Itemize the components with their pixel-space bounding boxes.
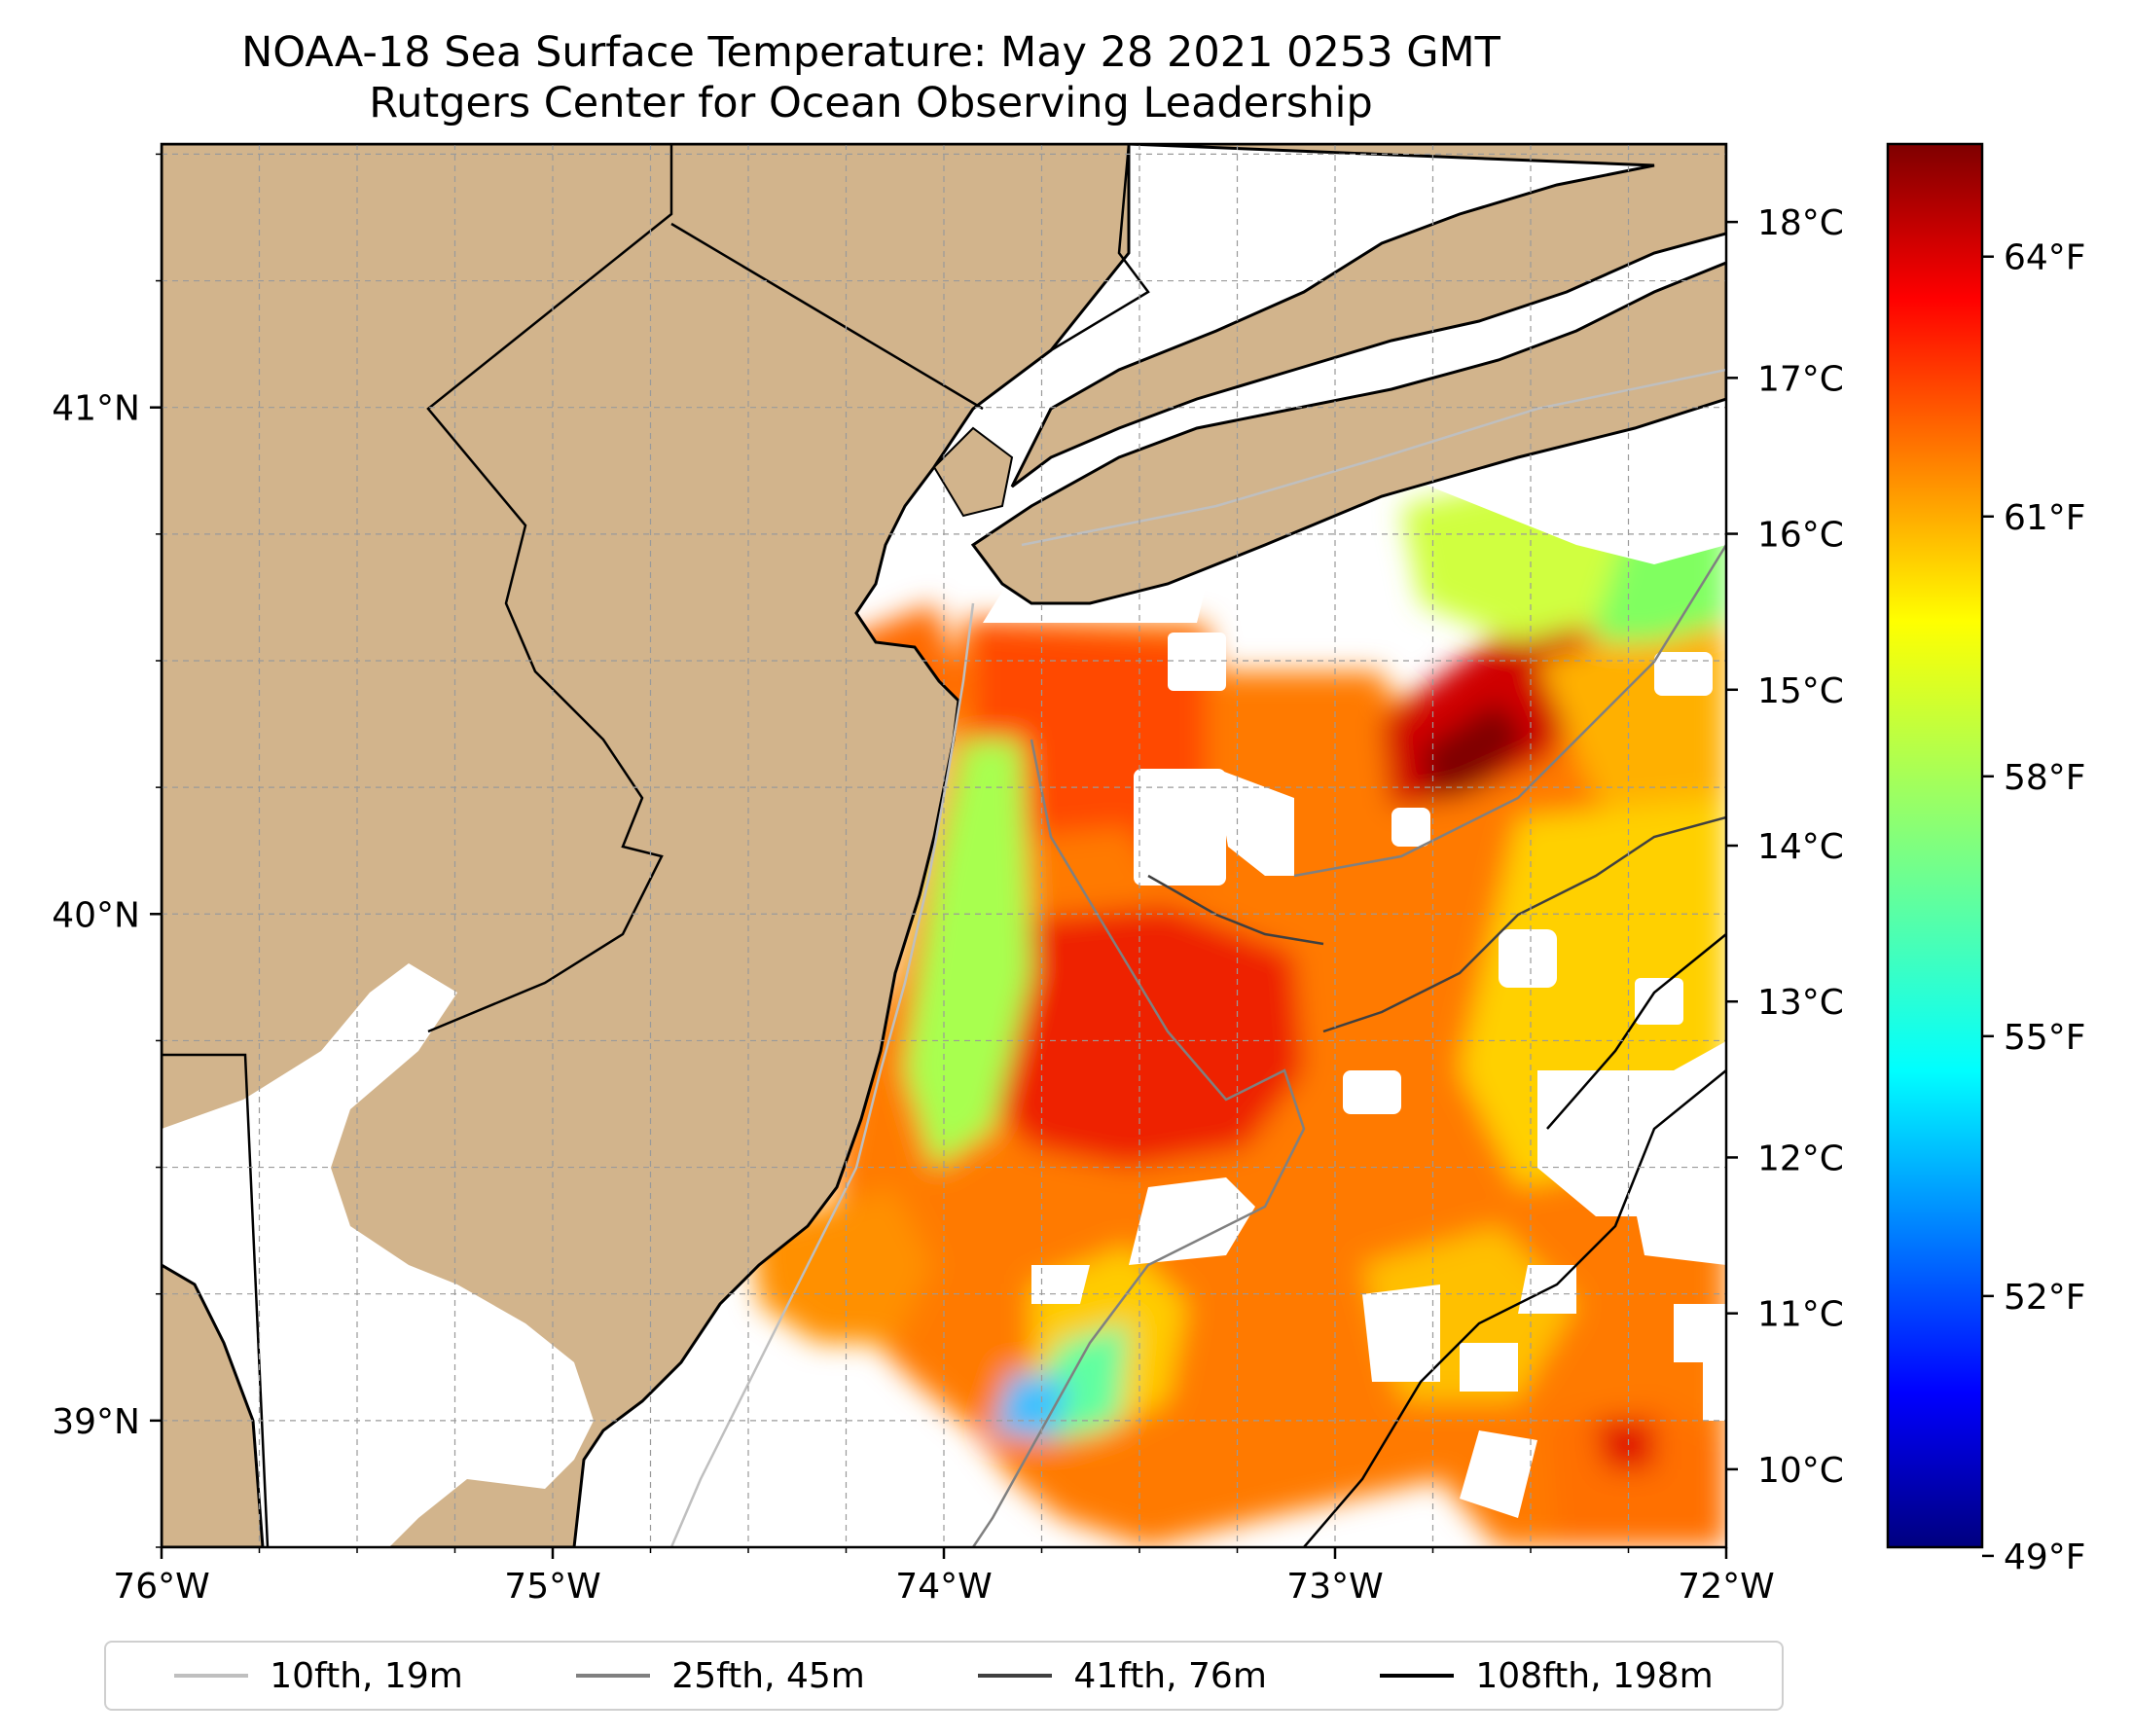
legend-label: 10fth, 19m — [270, 1655, 463, 1696]
map-area — [162, 144, 1726, 1547]
celsius-ticks: 18°C 17°C 16°C 15°C 14°C 13°C 12°C 11°C 10°C — [1726, 203, 1844, 1491]
legend-label: 108fth, 198m — [1475, 1655, 1714, 1696]
celsius-tick-label: 13°C — [1757, 983, 1844, 1023]
chart-title: NOAA-18 Sea Surface Temperature: May 28 … — [241, 28, 1500, 77]
celsius-tick-label: 12°C — [1757, 1139, 1844, 1178]
bathymetry-contours — [669, 368, 1726, 1547]
contour-legend: 10fth, 19m 25fth, 45m 41fth, 76m 108fth,… — [104, 1641, 1784, 1711]
lon-ticks: 76°W 75°W 74°W 73°W 72°W — [113, 1547, 1775, 1607]
lat-tick-label: 41°N — [52, 389, 140, 429]
legend-item-108fth: 108fth, 198m — [1380, 1655, 1714, 1696]
lon-tick-label: 73°W — [1286, 1567, 1383, 1607]
legend-label: 41fth, 76m — [1073, 1655, 1267, 1696]
chart-subtitle: Rutgers Center for Ocean Observing Leade… — [369, 79, 1373, 127]
legend-swatch — [978, 1674, 1053, 1678]
celsius-tick-label: 14°C — [1757, 827, 1844, 867]
lon-tick-label: 75°W — [504, 1567, 600, 1607]
celsius-tick-label: 16°C — [1757, 516, 1844, 556]
colorbar — [1886, 142, 1984, 1549]
contour-41fth — [1322, 815, 1726, 1033]
celsius-tick-label: 15°C — [1757, 671, 1844, 711]
celsius-tick-label: 18°C — [1757, 203, 1844, 243]
state-borders — [162, 144, 1150, 1547]
legend-label: 25fth, 45m — [671, 1655, 865, 1696]
lat-tick-label: 39°N — [52, 1402, 140, 1442]
fahrenheit-tick-label: 58°F — [2004, 758, 2086, 798]
legend-item-10fth: 10fth, 19m — [174, 1656, 463, 1696]
fahrenheit-ticks: 64°F 61°F 58°F 55°F 52°F 49°F — [1982, 238, 2086, 1577]
contour-108fth — [1303, 1069, 1726, 1547]
fahrenheit-tick-label: 52°F — [2004, 1278, 2086, 1318]
lat-ticks: 41°N 40°N 39°N — [52, 153, 162, 1548]
legend-item-41fth: 41fth, 76m — [978, 1656, 1267, 1696]
fahrenheit-tick-label: 61°F — [2004, 498, 2086, 538]
legend-swatch — [1380, 1674, 1455, 1678]
legend-swatch — [576, 1674, 651, 1678]
celsius-tick-label: 10°C — [1757, 1451, 1844, 1491]
celsius-tick-label: 17°C — [1757, 359, 1844, 399]
fahrenheit-tick-label: 49°F — [2004, 1537, 2086, 1577]
legend-item-25fth: 25fth, 45m — [576, 1656, 865, 1696]
legend-swatch — [174, 1674, 249, 1678]
cloud-gaps — [1031, 633, 1726, 1518]
celsius-tick-label: 11°C — [1757, 1295, 1844, 1335]
lon-tick-label: 76°W — [113, 1567, 209, 1607]
lat-tick-label: 40°N — [52, 895, 140, 935]
contour-10fth — [669, 602, 975, 1547]
fahrenheit-tick-label: 55°F — [2004, 1018, 2086, 1058]
lon-tick-label: 74°W — [895, 1567, 992, 1607]
fahrenheit-tick-label: 64°F — [2004, 238, 2086, 278]
lon-tick-label: 72°W — [1678, 1567, 1774, 1607]
gridlines — [162, 144, 1726, 1547]
